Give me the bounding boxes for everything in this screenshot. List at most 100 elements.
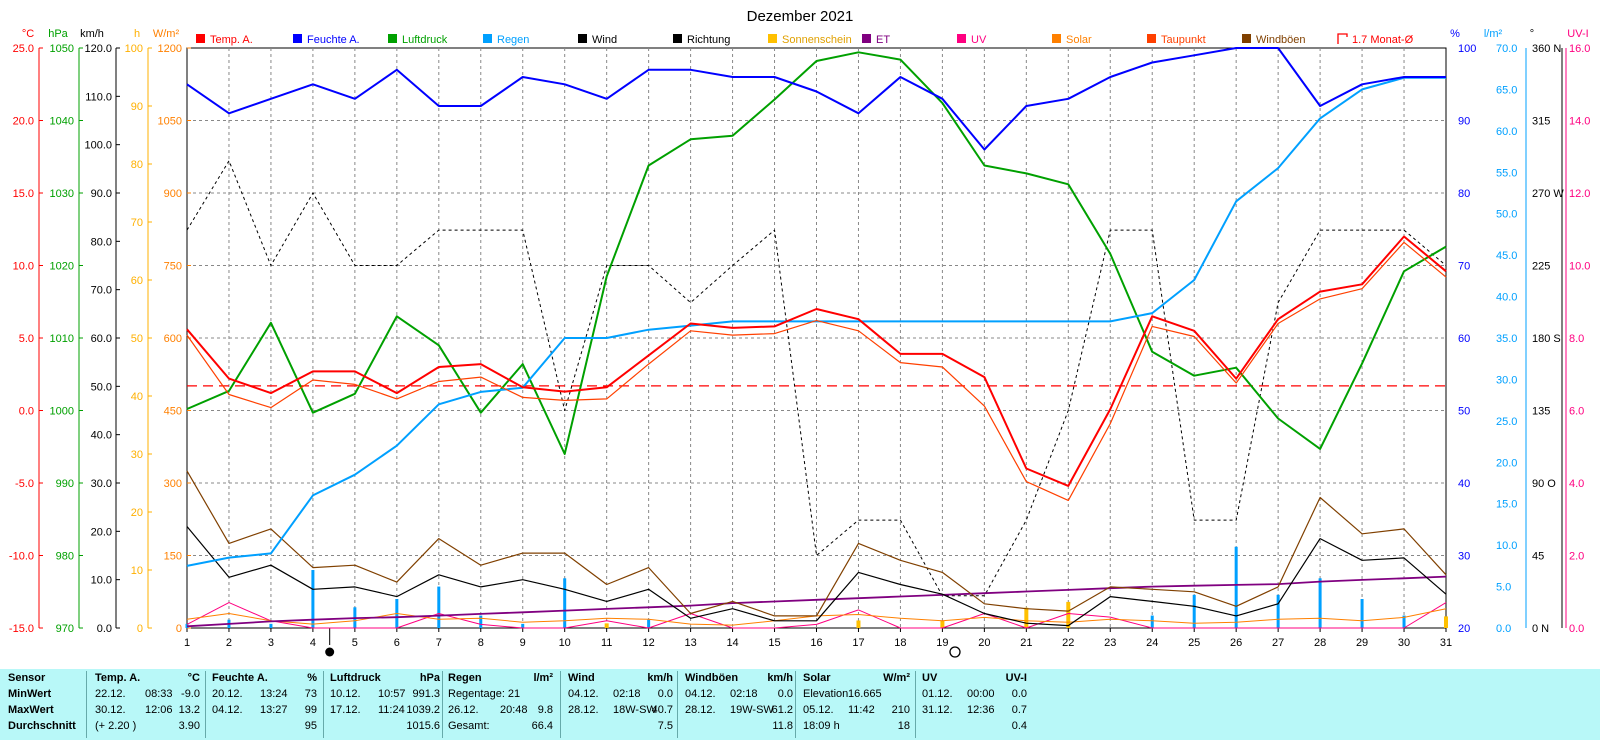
stats-cell: 991.3: [412, 688, 440, 700]
axis-tick-label: 70: [131, 217, 143, 229]
axis-unit-label: %: [1450, 28, 1460, 40]
stats-separator: [323, 671, 324, 738]
stats-cell: 04.12.: [212, 704, 243, 716]
legend-swatch: [1337, 33, 1348, 44]
sunshine-bar: [1024, 607, 1029, 628]
axis-tick-label: 15.0: [13, 188, 34, 200]
axis-tick-label: 14.0: [1569, 116, 1590, 128]
axis-unit-label: km/h: [80, 28, 104, 40]
legend-label: UV: [971, 34, 987, 46]
stats-cell: 9.8: [537, 704, 553, 716]
axis-tick-label: 750: [164, 261, 182, 273]
x-tick-label: 25: [1188, 637, 1200, 649]
stats-cell: Regentage: 21: [448, 688, 521, 700]
legend-label: Sonnenschein: [782, 34, 852, 46]
legend-swatch: [768, 34, 777, 43]
stats-sensor: Sensor MinWert MaxWert Durchschnitt: [8, 669, 90, 740]
series-wind: [186, 526, 1447, 627]
axis-tick-label: 25.0: [1496, 416, 1517, 428]
stats-title: Luftdruck: [330, 672, 381, 684]
x-tick-label: 10: [559, 637, 571, 649]
rain-daily-bar: [437, 586, 441, 628]
axis-tick-label: 2.0: [1569, 551, 1584, 563]
axis-tick-label: 10.0: [1569, 261, 1590, 273]
stats-cell: 20:48: [500, 704, 528, 716]
stats-title: Wind: [568, 672, 595, 684]
stats-unit: hPa: [419, 672, 440, 684]
stats-row-min: MinWert: [8, 688, 52, 700]
stats-unit: km/h: [647, 672, 673, 684]
stats-cell: 31.12.: [922, 704, 953, 716]
x-tick-label: 23: [1104, 637, 1116, 649]
stats-cell: 04.12.: [685, 688, 716, 700]
stats-cell: 1015.6: [406, 720, 440, 732]
axis-kmh: km/h 120.0 110.0 100.0 90.0 80.0 70.0 60.0 50.0 4…: [80, 28, 120, 635]
stats-cell: 04.12.: [568, 688, 599, 700]
axis-tick-label: 1000: [50, 406, 74, 418]
axis-tick-label: 150: [164, 551, 182, 563]
axis-tick-label: 45.0: [1496, 250, 1517, 262]
stats-cell: 19W-SW: [730, 704, 774, 716]
axis-tick-label: 990: [56, 478, 74, 490]
stats-cell: -9.0: [181, 688, 200, 700]
legend: Temp. A. Feuchte A. Luftdruck Regen Wind Rich…: [196, 33, 1414, 46]
axis-tick-label: 1050: [50, 43, 74, 55]
sunshine-bar: [1066, 601, 1071, 628]
new-moon-icon: [325, 647, 335, 657]
stats-unit: km/h: [767, 672, 793, 684]
x-tick-label: 8: [478, 637, 484, 649]
stats-cell: 13:24: [260, 688, 288, 700]
stats-cell: 3.90: [178, 720, 200, 732]
stats-separator: [86, 671, 87, 738]
rain-daily-bar: [521, 623, 525, 628]
x-tick-label: 18: [894, 637, 906, 649]
x-tick-label: 17: [852, 637, 864, 649]
axis-percent: % 100 90 80 70 60 50 40 30 20: [1450, 28, 1476, 635]
axis-tick-label: 30: [1458, 551, 1470, 563]
axis-tick-label: 0: [137, 623, 143, 635]
rain-daily-bar: [269, 623, 273, 628]
rain-daily-bar: [563, 578, 567, 628]
x-tick-label: 13: [684, 637, 696, 649]
stats-cell: 02:18: [613, 688, 641, 700]
x-tick-label: 20: [978, 637, 990, 649]
axis-unit-label: UV-I: [1567, 28, 1588, 40]
axis-tick-label: 0.0: [97, 623, 112, 635]
stats-cell: 02:18: [730, 688, 758, 700]
legend-swatch: [1242, 34, 1251, 43]
axis-tick-label: 35.0: [1496, 333, 1517, 345]
axis-tick-label: 40.0: [91, 430, 112, 442]
axis-c: °C 25.0 20.0 15.0 10.0 5.0 0.0 -5.0 -10.0 -15.0: [9, 28, 43, 635]
legend-swatch: [293, 34, 302, 43]
axis-tick-label: 360 N: [1532, 43, 1561, 55]
axis-tick-label: 100: [125, 43, 143, 55]
axis-tick-label: 40: [131, 391, 143, 403]
axis-tick-label: 1030: [50, 188, 74, 200]
x-tick-label: 7: [436, 637, 442, 649]
axis-tick-label: 40.0: [1496, 292, 1517, 304]
stats-cell: 30.12.: [95, 704, 126, 716]
x-tick-label: 26: [1230, 637, 1242, 649]
x-tick-label: 5: [352, 637, 358, 649]
stats-cell: Elevation: [803, 688, 849, 700]
axis-tick-label: 70: [1458, 261, 1470, 273]
series-regen: [186, 76, 1446, 567]
axis-tick-label: 180 S: [1532, 333, 1561, 345]
rain-daily-bar: [1402, 615, 1406, 628]
axis-tick-label: 0 N: [1532, 623, 1549, 635]
sunshine-bars: [604, 601, 1448, 628]
axis-tick-label: 55.0: [1496, 167, 1517, 179]
stats-cell: Gesamt:: [448, 720, 490, 732]
stats-cell: 61.2: [771, 704, 793, 716]
axis-tick-label: 30: [131, 449, 143, 461]
axis-degree: ° 360 N 315 270 W 225 180 S 135 90 O 45 0 N: [1530, 28, 1565, 635]
series-et: [186, 575, 1447, 628]
x-tick-label: 28: [1314, 637, 1326, 649]
legend-label: Wind: [592, 34, 617, 46]
x-tick-label: 6: [394, 637, 400, 649]
stats-regen: Regen l/m² Regentage: 21 26.12. 20:48 9.8 Gesa…: [448, 669, 553, 740]
grid: [187, 48, 1446, 628]
stats-row-max: MaxWert: [8, 704, 54, 716]
